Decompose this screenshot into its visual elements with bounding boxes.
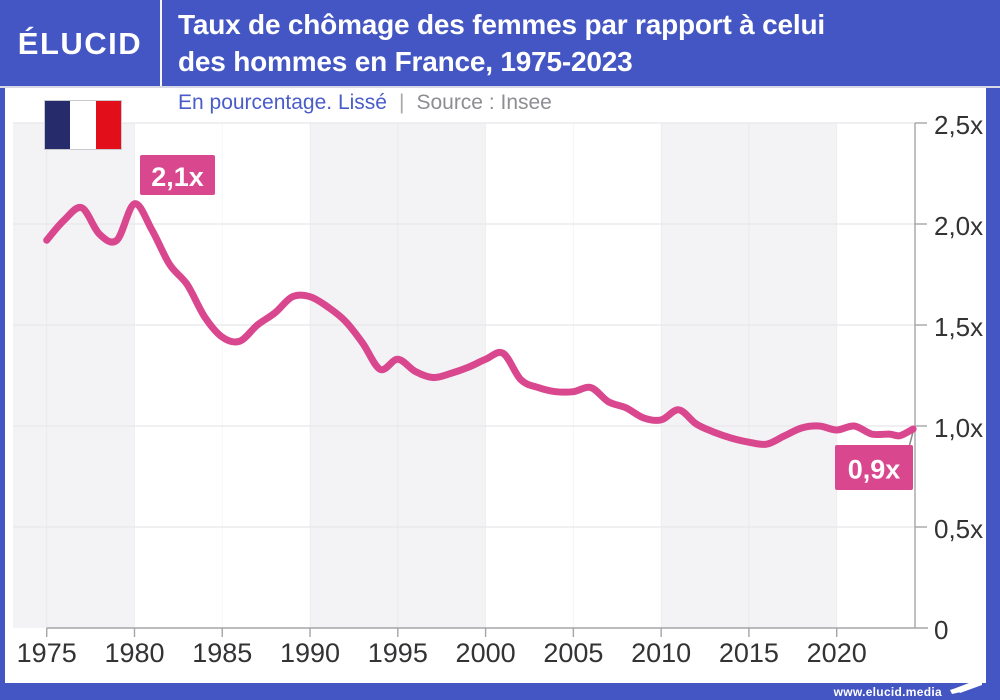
header-bar: ÉLUCID Taux de chômage des femmes par ra… [0,0,1000,88]
x-axis-label: 2010 [631,638,691,668]
x-axis-label: 1990 [280,638,340,668]
x-axis-label: 1980 [104,638,164,668]
header-divider [160,0,162,86]
annotation-value: 0,9x [848,455,901,485]
subtitle-separator: | [398,91,405,114]
source-label: Source : Insee [416,91,552,114]
y-axis-label: 1,0x [934,413,983,443]
annotation-box [835,445,913,490]
page-title-line2: des hommes en France, 1975-2023 [178,46,633,77]
background-band [13,123,135,628]
elucid-mark-icon [950,678,982,694]
page-title: Taux de chômage des femmes par rapport à… [178,6,825,80]
series-line [43,200,917,448]
chart-subtitle: En pourcentage. Lissé | Source : Insee [178,91,552,115]
flag-stripe-white [70,101,96,149]
frame-border-left [0,0,5,700]
x-axis-label: 2015 [719,638,779,668]
x-axis-label: 2005 [543,638,603,668]
unit-label: En pourcentage. Lissé [178,91,387,114]
elucid-logo: ÉLUCID [17,26,143,61]
x-axis-label: 1985 [192,638,252,668]
page-title-line1: Taux de chômage des femmes par rapport à… [178,9,825,40]
annotation-box [140,155,215,195]
x-axis-label: 1995 [368,638,428,668]
footer-url: www.elucid.media [833,685,942,699]
annotation-value: 2,1x [151,162,204,192]
flag-stripe-red [95,101,121,149]
x-axis-label: 2020 [807,638,867,668]
y-axis-label: 0,5x [934,514,983,544]
flag-stripe-blue [45,101,71,149]
x-axis-label: 2000 [456,638,516,668]
x-axis-label: 1975 [17,638,77,668]
y-axis-label: 1,5x [934,312,983,342]
y-axis-label: 0 [934,615,948,645]
france-flag-icon [44,100,122,150]
y-axis-label: 2,5x [934,110,983,140]
footer-bar [0,683,1000,700]
background-band [310,123,486,628]
y-axis-label: 2,0x [934,211,983,241]
frame-border-right [986,0,1000,700]
background-band [661,123,837,628]
